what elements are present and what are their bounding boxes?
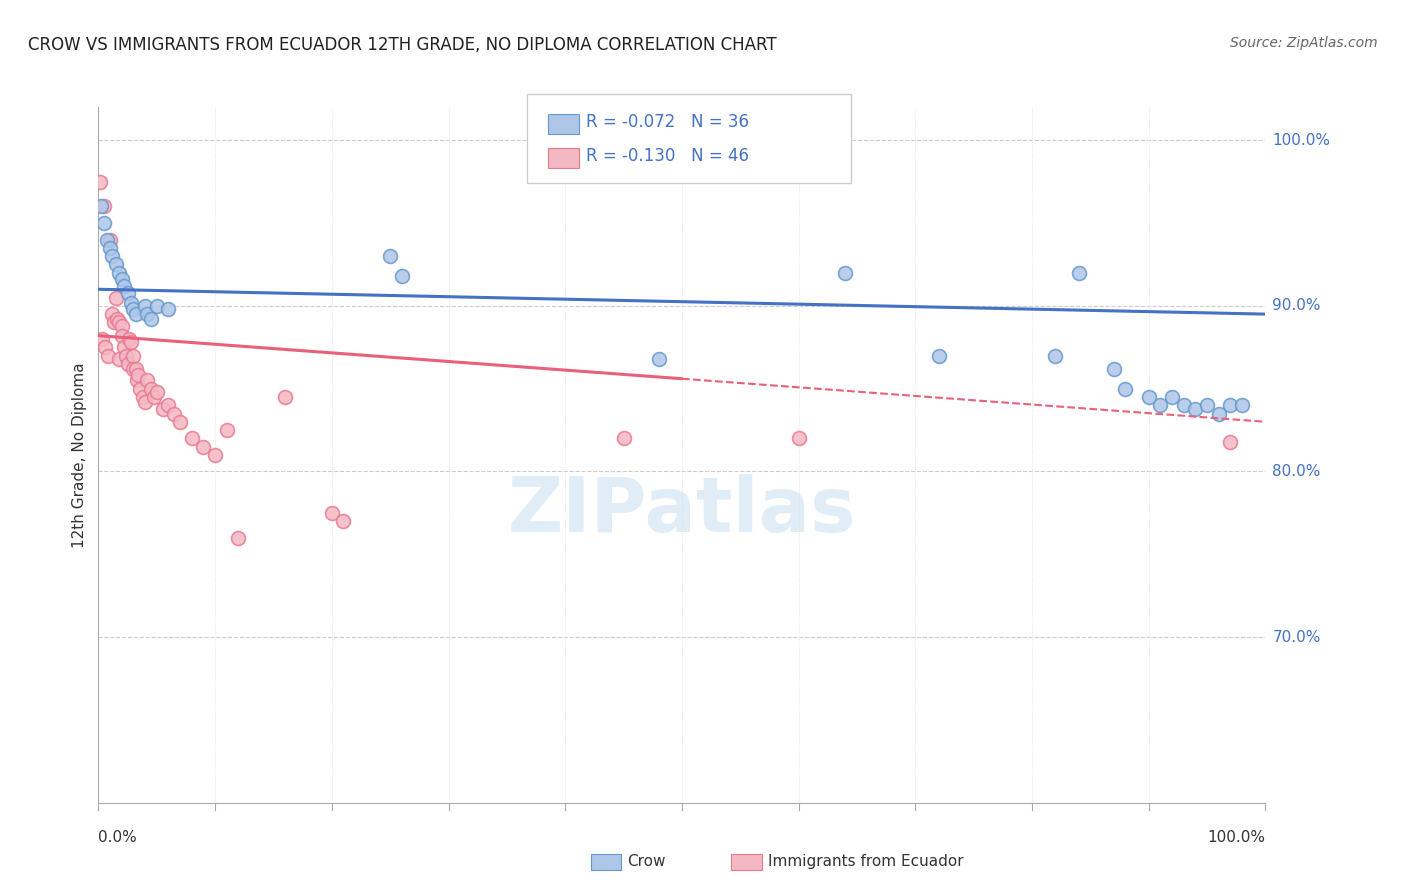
Point [96, 233, 118, 247]
Point [228, 531, 250, 545]
Text: Crow: Crow [627, 855, 665, 869]
Point [169, 415, 191, 429]
Point [647, 351, 669, 366]
Point [1067, 266, 1090, 280]
Point [139, 312, 162, 326]
Point [157, 398, 180, 412]
Point [1230, 398, 1253, 412]
Point [204, 448, 226, 462]
Point [111, 328, 134, 343]
Point [143, 390, 166, 404]
Point [321, 506, 343, 520]
Point [139, 382, 162, 396]
Point [122, 302, 145, 317]
Text: 100.0%: 100.0% [1208, 830, 1265, 845]
Point [94, 340, 117, 354]
Point [215, 423, 238, 437]
Point [108, 266, 131, 280]
Text: CROW VS IMMIGRANTS FROM ECUADOR 12TH GRADE, NO DIPLOMA CORRELATION CHART: CROW VS IMMIGRANTS FROM ECUADOR 12TH GRA… [28, 36, 776, 54]
Point [115, 349, 138, 363]
Text: 80.0%: 80.0% [1272, 464, 1320, 479]
Point [90, 199, 112, 213]
Point [98, 241, 121, 255]
Point [1173, 398, 1195, 412]
Point [157, 302, 180, 317]
Y-axis label: 12th Grade, No Diploma: 12th Grade, No Diploma [72, 362, 87, 548]
Point [93, 199, 115, 213]
Point [127, 368, 149, 383]
Point [117, 285, 139, 300]
Point [108, 315, 131, 329]
Point [104, 291, 127, 305]
Point [1208, 407, 1230, 421]
Text: 90.0%: 90.0% [1272, 298, 1320, 313]
Point [1195, 398, 1218, 412]
Text: 70.0%: 70.0% [1272, 630, 1320, 645]
Point [90, 332, 112, 346]
Point [125, 307, 148, 321]
Point [332, 514, 354, 528]
Point [134, 395, 156, 409]
Point [1149, 398, 1171, 412]
Point [120, 295, 142, 310]
Point [112, 340, 135, 354]
Point [1045, 349, 1067, 363]
Text: 0.0%: 0.0% [98, 830, 138, 845]
Point [111, 272, 134, 286]
Point [108, 351, 131, 366]
Point [117, 357, 139, 371]
Point [274, 390, 297, 404]
Point [380, 249, 402, 263]
Point [98, 233, 121, 247]
Point [152, 401, 174, 416]
Point [613, 431, 636, 445]
Point [101, 307, 124, 321]
Point [1102, 361, 1125, 376]
Point [1161, 390, 1184, 404]
Point [89, 175, 111, 189]
Point [834, 266, 856, 280]
Point [193, 440, 215, 454]
Point [1114, 382, 1136, 396]
Point [1219, 398, 1241, 412]
Point [118, 332, 141, 346]
Point [136, 307, 159, 321]
Point [120, 335, 142, 350]
Point [122, 349, 145, 363]
Point [163, 407, 186, 421]
Point [146, 384, 169, 399]
Point [136, 373, 159, 387]
Point [103, 315, 125, 329]
Text: ZIPatlas: ZIPatlas [508, 474, 856, 548]
Point [129, 382, 152, 396]
Point [125, 361, 148, 376]
Text: Immigrants from Ecuador: Immigrants from Ecuador [768, 855, 963, 869]
Point [1184, 401, 1206, 416]
Point [93, 216, 115, 230]
Point [928, 349, 950, 363]
Point [1219, 434, 1241, 449]
Point [104, 257, 127, 271]
Point [1137, 390, 1160, 404]
Point [111, 318, 134, 333]
Point [146, 299, 169, 313]
Text: R = -0.130   N = 46: R = -0.130 N = 46 [586, 147, 749, 165]
Point [101, 249, 124, 263]
Point [97, 349, 120, 363]
Text: 100.0%: 100.0% [1272, 133, 1330, 148]
Point [112, 279, 135, 293]
Point [122, 361, 145, 376]
Point [132, 390, 155, 404]
Point [180, 431, 202, 445]
Text: R = -0.072   N = 36: R = -0.072 N = 36 [586, 113, 749, 131]
Point [391, 268, 413, 283]
Point [787, 431, 810, 445]
Text: Source: ZipAtlas.com: Source: ZipAtlas.com [1230, 36, 1378, 50]
Point [134, 299, 156, 313]
Point [125, 373, 148, 387]
Point [105, 312, 128, 326]
